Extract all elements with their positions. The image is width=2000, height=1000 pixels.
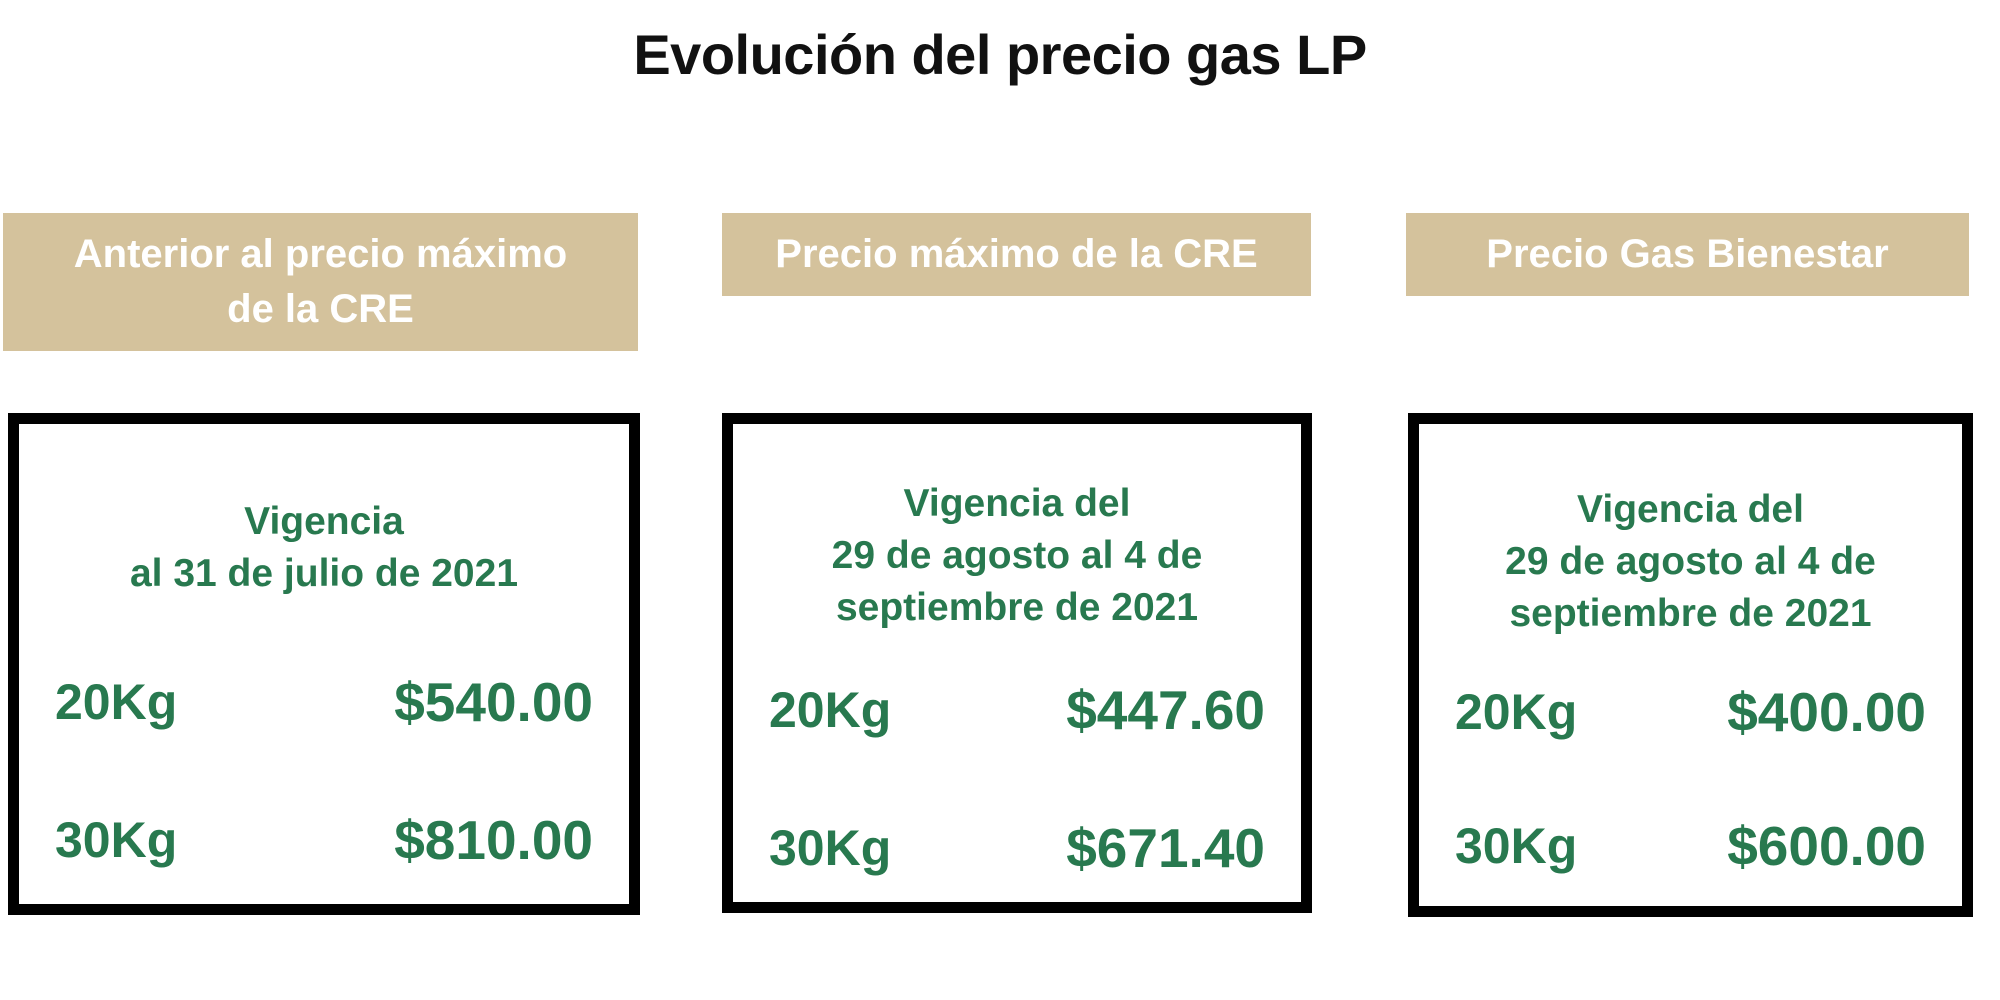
weight-label: 20Kg (1455, 684, 1578, 740)
vigencia-line: 29 de agosto al 4 de (1505, 540, 1876, 583)
vigencia-text: Vigencia del 29 de agosto al 4 de septie… (733, 478, 1301, 634)
price-row-30kg: 30Kg $810.00 (55, 808, 593, 872)
price-row-30kg: 30Kg $600.00 (1455, 814, 1926, 878)
price-row-20kg: 20Kg $400.00 (1455, 680, 1926, 744)
vigencia-line: Vigencia (244, 500, 404, 543)
price-value: $810.00 (394, 809, 593, 871)
vigencia-line: al 31 de julio de 2021 (129, 552, 519, 595)
page-title: Evolución del precio gas LP (633, 23, 1367, 86)
vigencia-text: Vigencia al 31 de julio de 2021 (19, 496, 629, 600)
panel-header-line: Precio máximo de la CRE (775, 232, 1258, 276)
price-value: $671.40 (1066, 817, 1265, 879)
vigencia-line: 29 de agosto al 4 de (831, 534, 1203, 577)
weight-label: 30Kg (1455, 818, 1578, 874)
price-value: $447.60 (1066, 679, 1265, 741)
panel-header-line: de la CRE (227, 287, 414, 331)
weight-label: 30Kg (769, 820, 892, 876)
price-card-cre: Vigencia del 29 de agosto al 4 de septie… (722, 413, 1312, 913)
panel-header-bienestar: Precio Gas Bienestar (1406, 213, 1969, 296)
price-value: $400.00 (1727, 681, 1926, 743)
vigencia-text: Vigencia del 29 de agosto al 4 de septie… (1419, 484, 1962, 640)
panel-header-cre: Precio máximo de la CRE (722, 213, 1311, 296)
price-row-30kg: 30Kg $671.40 (769, 816, 1265, 880)
vigencia-line: septiembre de 2021 (1509, 592, 1872, 635)
panel-header-anterior: Anterior al precio máximo de la CRE (3, 213, 638, 351)
price-value: $540.00 (394, 671, 593, 733)
vigencia-line: Vigencia del (1577, 488, 1804, 531)
price-row-20kg: 20Kg $447.60 (769, 678, 1265, 742)
vigencia-line: septiembre de 2021 (835, 586, 1199, 629)
panel-header-line: Anterior al precio máximo (73, 232, 568, 276)
weight-label: 30Kg (55, 812, 178, 868)
vigencia-line: Vigencia del (903, 482, 1131, 525)
price-row-20kg: 20Kg $540.00 (55, 670, 593, 734)
weight-label: 20Kg (769, 682, 892, 738)
price-card-bienestar: Vigencia del 29 de agosto al 4 de septie… (1408, 413, 1973, 917)
weight-label: 20Kg (55, 674, 178, 730)
panel-header-line: Precio Gas Bienestar (1486, 232, 1889, 276)
price-value: $600.00 (1727, 815, 1926, 877)
price-card-anterior: Vigencia al 31 de julio de 2021 20Kg $54… (8, 413, 640, 915)
